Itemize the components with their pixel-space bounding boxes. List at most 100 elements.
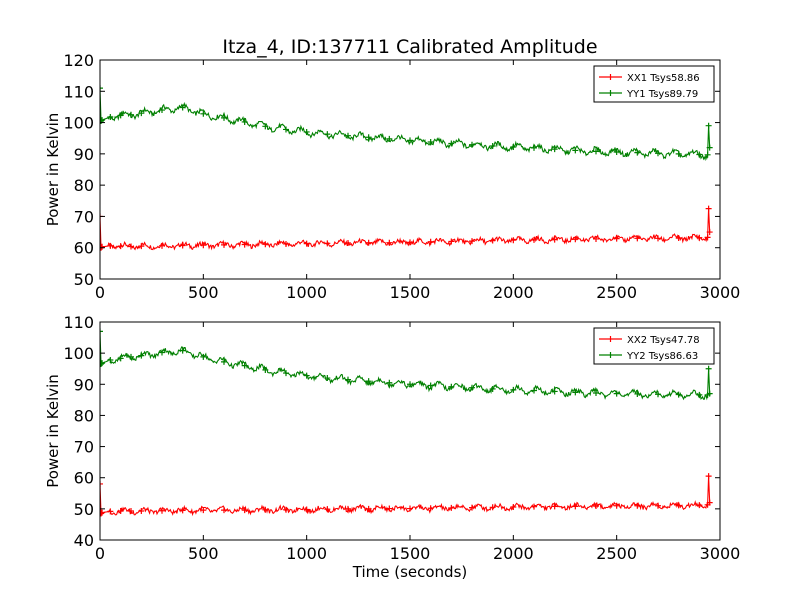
y-tick-label: 60 <box>74 469 94 488</box>
data-point <box>386 379 393 386</box>
series-2 <box>100 328 713 401</box>
data-point <box>572 147 579 154</box>
data-point <box>613 502 620 509</box>
data-point <box>324 240 331 247</box>
series-1 <box>100 205 713 251</box>
data-point <box>572 389 579 396</box>
data-point <box>634 149 641 156</box>
x-tick-label: 1500 <box>390 544 431 563</box>
x-tick-label: 2500 <box>596 544 637 563</box>
x-tick-label: 3000 <box>700 283 741 302</box>
data-point <box>128 243 134 250</box>
data-point <box>489 237 496 244</box>
data-point <box>241 241 248 248</box>
data-point <box>117 508 124 515</box>
data-point <box>262 123 269 130</box>
data-point <box>675 391 682 398</box>
y-tick-label: 100 <box>63 344 94 363</box>
legend-label: YY2 Tsys86.63 <box>626 351 698 362</box>
data-point <box>551 388 558 395</box>
data-point <box>221 358 227 365</box>
data-point <box>531 144 537 151</box>
y-axis-label: Power in Kelvin <box>44 113 62 227</box>
data-point <box>262 241 269 248</box>
y-axis-label: Power in Kelvin <box>44 374 62 488</box>
data-point <box>655 150 661 157</box>
data-point <box>427 138 434 145</box>
data-point <box>469 384 475 391</box>
data-point <box>303 372 310 379</box>
legend-label: YY1 Tsys89.79 <box>626 89 698 100</box>
data-point <box>200 353 207 360</box>
data-point <box>531 236 537 243</box>
data-point <box>345 132 351 139</box>
data-point <box>706 390 713 397</box>
data-point <box>365 239 372 246</box>
y-tick-label: 110 <box>63 313 94 332</box>
data-point <box>138 243 145 250</box>
data-point <box>655 502 661 509</box>
y-tick-label: 70 <box>74 438 94 457</box>
data-point <box>221 241 227 248</box>
data-point <box>696 234 703 241</box>
data-point <box>107 113 114 120</box>
data-point <box>324 375 331 382</box>
data-point <box>469 238 475 245</box>
legend-label: XX2 Tsys47.78 <box>627 335 700 346</box>
x-tick-label: 2000 <box>493 283 534 302</box>
data-point <box>241 507 248 514</box>
data-point <box>706 499 713 506</box>
data-point <box>107 508 114 515</box>
data-point <box>345 376 351 383</box>
data-point <box>593 390 599 397</box>
data-point <box>675 235 682 242</box>
data-point <box>100 85 103 92</box>
data-point <box>303 240 310 247</box>
data-point <box>159 242 165 249</box>
data-point <box>551 236 558 243</box>
data-point <box>345 505 351 512</box>
data-point <box>365 505 372 512</box>
data-point <box>489 385 496 392</box>
y-tick-label: 80 <box>74 406 94 425</box>
data-point <box>448 140 455 147</box>
data-point <box>510 143 517 150</box>
data-point <box>705 122 712 129</box>
data-point <box>117 112 124 119</box>
data-point <box>107 242 114 249</box>
x-tick-label: 1000 <box>286 544 327 563</box>
series-line <box>100 476 711 517</box>
data-point <box>510 386 517 393</box>
x-tick-label: 2000 <box>493 544 534 563</box>
data-point <box>262 506 269 513</box>
legend-box <box>593 327 715 365</box>
data-point <box>200 242 207 249</box>
y-tick-label: 90 <box>74 145 94 164</box>
y-tick-label: 50 <box>74 500 94 519</box>
data-point <box>593 503 599 510</box>
data-point <box>448 504 455 511</box>
data-point <box>100 361 105 368</box>
data-point <box>138 352 145 359</box>
data-point <box>100 510 105 517</box>
data-point <box>159 507 165 514</box>
data-point <box>386 239 393 246</box>
data-point <box>159 107 165 114</box>
data-point <box>448 383 455 390</box>
x-tick-label: 2500 <box>596 283 637 302</box>
data-point <box>675 502 682 509</box>
data-point <box>221 507 227 514</box>
data-point <box>704 151 711 158</box>
data-point <box>200 110 207 117</box>
legend-label: XX1 Tsys58.86 <box>627 73 700 84</box>
data-point <box>448 238 455 245</box>
data-point <box>706 144 713 151</box>
data-point <box>100 480 103 487</box>
legend: XX2 Tsys47.78 YY2 Tsys86.63 <box>593 327 715 365</box>
legend-box <box>593 65 715 103</box>
data-point <box>696 502 703 509</box>
data-point <box>613 390 620 397</box>
x-tick-label: 500 <box>188 283 219 302</box>
y-tick-label: 80 <box>74 176 94 195</box>
data-point <box>572 236 579 243</box>
